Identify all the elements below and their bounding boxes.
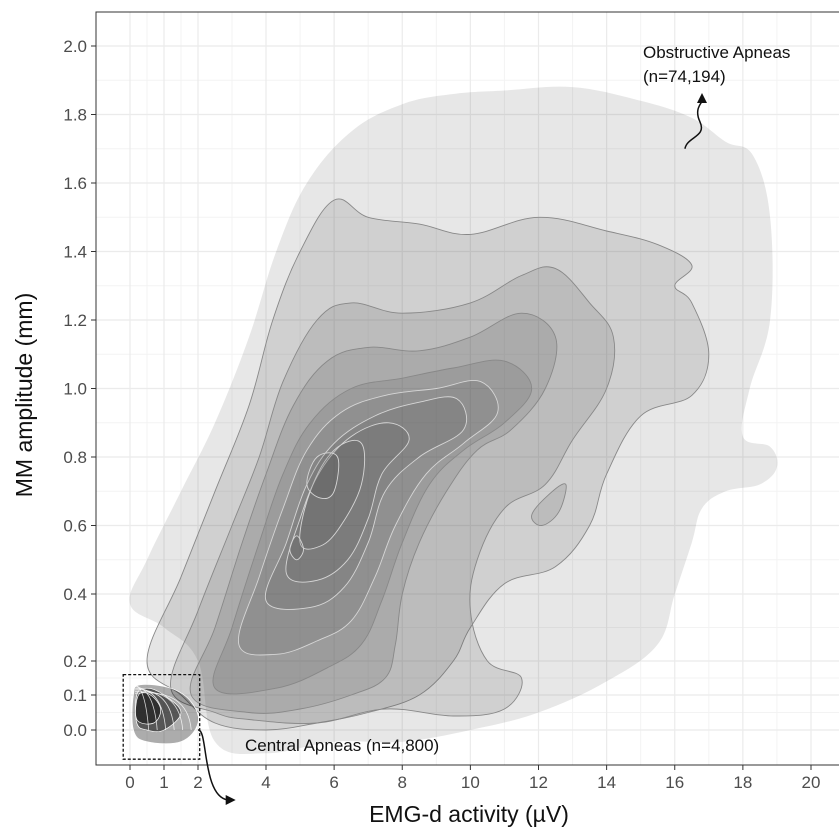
obstructive-apneas-count: (n=74,194) xyxy=(643,67,726,86)
central-contour-line xyxy=(135,686,158,731)
obstructive-apneas-arrowhead xyxy=(697,92,707,103)
central-contour-line xyxy=(134,684,150,731)
obstructive-contour-level-4 xyxy=(531,483,567,526)
y-axis-title: MM amplitude (mm) xyxy=(11,293,37,497)
obstructive-contour-level-1 xyxy=(129,86,778,755)
x-tick-label: 10 xyxy=(461,773,480,792)
y-tick-label: 0.6 xyxy=(63,517,87,536)
x-tick-label: 8 xyxy=(398,773,407,792)
x-tick-label: 20 xyxy=(802,773,821,792)
x-tick-label: 0 xyxy=(125,773,134,792)
y-tick-label: 2.0 xyxy=(63,37,87,56)
y-tick-label: 0.0 xyxy=(63,721,87,740)
x-tick-label: 14 xyxy=(597,773,616,792)
y-tick-label: 0.2 xyxy=(63,652,87,671)
obstructive-contour-level-4 xyxy=(189,312,558,714)
central-apneas-arrow xyxy=(197,729,228,801)
obstructive-contour-level-10 xyxy=(306,452,340,500)
obstructive-contour-level-5 xyxy=(212,359,533,695)
central-contour-line xyxy=(135,687,167,731)
y-tick-label: 1.4 xyxy=(63,243,87,262)
central-apneas-contours xyxy=(131,684,199,745)
central-apneas-label: Central Apneas (n=4,800) xyxy=(245,736,439,755)
x-tick-label: 6 xyxy=(329,773,338,792)
x-tick-label: 12 xyxy=(529,773,548,792)
y-axis-ticks: 0.0 0.1 0.2 0.4 0.6 0.8 1.0 1.2 1.4 1.6 1.8 2.0 xyxy=(63,37,96,740)
x-axis-ticks: 0 1 2 4 6 8 10 12 14 16 18 20 xyxy=(125,765,820,792)
y-tick-label: 1.2 xyxy=(63,311,87,330)
x-tick-label: 4 xyxy=(261,773,270,792)
x-tick-label: 1 xyxy=(159,773,168,792)
obstructive-contour-level-2 xyxy=(146,198,710,731)
y-tick-label: 1.6 xyxy=(63,174,87,193)
x-axis-title: EMG-d activity (µV) xyxy=(369,801,569,827)
y-tick-label: 1.8 xyxy=(63,106,87,125)
obstructive-apneas-contours xyxy=(129,86,778,755)
x-tick-label: 2 xyxy=(193,773,202,792)
obstructive-apneas-label: Obstructive Apneas xyxy=(643,43,790,62)
central-contour-line xyxy=(135,692,192,731)
x-tick-label: 18 xyxy=(733,773,752,792)
central-contour-level-5 xyxy=(135,692,162,725)
y-tick-label: 1.0 xyxy=(63,380,87,399)
central-apneas-arrowhead xyxy=(225,795,236,805)
central-contour-line xyxy=(135,689,175,731)
x-tick-label: 16 xyxy=(665,773,684,792)
y-tick-label: 0.1 xyxy=(63,686,87,705)
central-contour-line xyxy=(135,691,184,731)
obstructive-contour-level-10 xyxy=(289,535,304,561)
minor-gridlines xyxy=(96,12,839,765)
y-tick-label: 0.8 xyxy=(63,448,87,467)
y-tick-label: 0.4 xyxy=(63,585,87,604)
